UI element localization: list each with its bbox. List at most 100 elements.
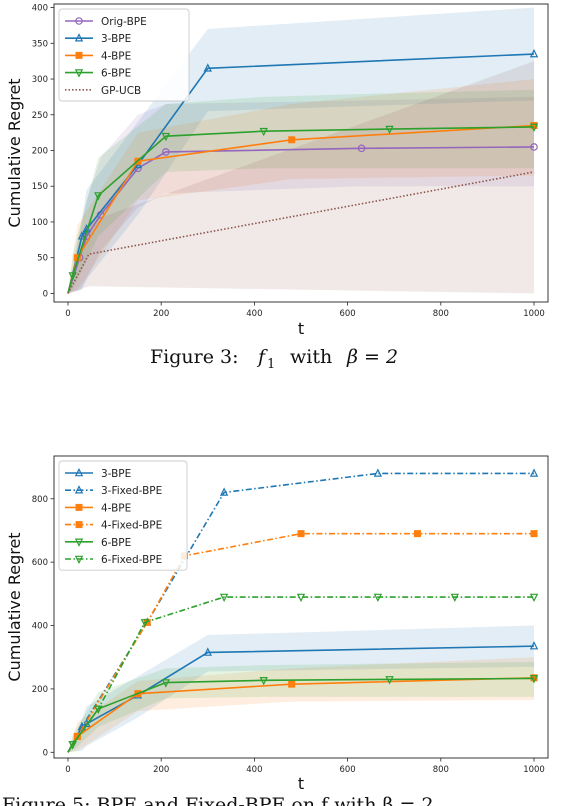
y-tick-label: 600: [32, 558, 48, 568]
caption-figure-5: Figure 5: BPE and Fixed-BPE on f with β …: [2, 794, 434, 806]
band-6-bpe: [67, 89, 535, 294]
x-tick-label: 1000: [523, 765, 545, 775]
x-tick-label: 600: [339, 309, 355, 319]
point-6-fixed-bpe: [529, 593, 539, 603]
point-3-bpe: [529, 48, 539, 58]
legend-marker: [74, 538, 84, 547]
caption-3-f: f: [256, 346, 268, 368]
point-6-bpe: [529, 675, 539, 684]
band-orig-bpe: [67, 96, 535, 294]
point-orig-bpe: [530, 143, 538, 151]
x-tick-label: 600: [339, 765, 355, 775]
line-6-fixed-bpe: [67, 596, 535, 753]
caption-figure-3: Figure 3: f 1 with β = 2: [150, 346, 398, 372]
legend: 3-BPE 3-Fixed-BPE 4-BPE 4-Fixed-BPE 6-BPE 6-F…: [58, 460, 188, 571]
band-3-bpe: [67, 625, 535, 753]
point-6-fixed-bpe: [450, 593, 459, 603]
legend-label: 4-Fixed-BPE: [101, 520, 162, 532]
plot-frame: [53, 455, 549, 759]
point-4-fixed-bpe: [73, 732, 81, 740]
point-orig-bpe: [357, 144, 366, 153]
point-3-bpe: [203, 647, 212, 656]
point-6-fixed-bpe: [68, 741, 77, 750]
x-tick-label: 0: [65, 765, 70, 775]
point-orig-bpe: [162, 148, 170, 156]
legend-label: 6-Fixed-BPE: [101, 554, 162, 566]
point-4-fixed-bpe: [297, 530, 305, 538]
point-6-bpe: [161, 679, 171, 688]
x-tick-label: 400: [246, 309, 262, 319]
caption-3-label: Figure 3:: [150, 346, 239, 368]
legend-label: GP-UCB: [101, 85, 141, 97]
x-tick-label: 800: [433, 765, 449, 775]
y-tick-label: 300: [32, 75, 48, 85]
legend-marker: [74, 69, 84, 78]
y-tick-label: 400: [32, 4, 48, 14]
y-tick-label: 0: [43, 289, 48, 299]
x-tick-label: 800: [433, 309, 449, 319]
point-6-bpe: [94, 192, 103, 201]
caption-3-beta: β = 2: [346, 346, 398, 368]
legend: Orig-BPE 3-BPE 4-BPE 6-BPE GP-UCB: [58, 8, 190, 102]
legend-label: 4-BPE: [101, 50, 131, 62]
y-tick-label: 0: [43, 748, 48, 758]
point-4-bpe: [288, 136, 296, 144]
confidence-bands: [67, 625, 535, 753]
band-gp-ucb: [67, 61, 535, 294]
band-6-bpe: [67, 661, 535, 753]
point-6-bpe: [68, 272, 77, 281]
legend-marker: [75, 17, 83, 25]
legend-label: 3-Fixed-BPE: [101, 485, 162, 497]
caption-3-with: with: [290, 346, 332, 368]
point-6-fixed-bpe: [140, 619, 150, 628]
y-tick-label: 150: [32, 182, 48, 192]
y-axis-label: Cumulative Regret: [5, 532, 24, 681]
legend-marker: [75, 503, 83, 511]
legend-box: [58, 460, 188, 571]
y-tick-label: 100: [32, 218, 48, 228]
point-3-bpe: [529, 641, 539, 650]
point-6-fixed-bpe: [219, 593, 229, 603]
line-gp-ucb: [67, 171, 535, 294]
point-3-fixed-bpe: [219, 487, 229, 496]
legend-marker: [75, 521, 83, 529]
series-gp-ucb: [67, 171, 535, 294]
x-axis-label: t: [298, 774, 304, 793]
point-6-bpe: [259, 127, 268, 137]
y-axis-label: Cumulative Regret: [5, 78, 24, 227]
legend-label: Orig-BPE: [101, 16, 147, 28]
x-tick-label: 1000: [523, 309, 545, 319]
point-6-bpe: [259, 677, 268, 686]
point-6-bpe: [385, 125, 394, 135]
legend-marker: [74, 555, 84, 565]
axis-ticks: 0 200 400 600 800 1000 0 50 100 150 200 250 300 350 40…: [32, 4, 545, 319]
y-tick-label: 200: [32, 146, 48, 156]
point-3-fixed-bpe: [529, 468, 539, 477]
point-6-bpe: [529, 123, 539, 132]
y-tick-label: 350: [32, 39, 48, 49]
point-4-fixed-bpe: [530, 530, 538, 538]
plot-frame: [53, 3, 549, 303]
point-6-bpe: [161, 132, 171, 142]
point-6-bpe: [385, 676, 394, 685]
line-6-bpe: [67, 126, 535, 294]
legend-label: 3-BPE: [101, 33, 131, 45]
x-axis-label: t: [298, 319, 304, 338]
legend-marker: [74, 33, 84, 42]
legend-label: 6-BPE: [101, 68, 131, 80]
legend-label: 6-BPE: [101, 537, 131, 549]
line-3-bpe: [67, 53, 535, 294]
axis-ticks: 0 200 400 600 800 1000 0 200 400 600 800: [32, 495, 545, 775]
legend-label: 4-BPE: [101, 502, 131, 514]
point-6-fixed-bpe: [373, 593, 383, 603]
point-6-fixed-bpe: [94, 705, 103, 714]
point-3-fixed-bpe: [373, 468, 383, 477]
point-6-fixed-bpe: [296, 593, 306, 603]
chart-regret-fixed: 0 200 400 600 800 1000 0 200 400 600 800 t Cumulativ…: [5, 455, 549, 793]
x-tick-label: 400: [246, 765, 262, 775]
y-tick-label: 50: [37, 254, 48, 264]
x-tick-label: 200: [153, 765, 169, 775]
legend-marker: [74, 467, 84, 477]
legend-marker: [74, 485, 84, 494]
x-tick-label: 0: [65, 309, 70, 319]
